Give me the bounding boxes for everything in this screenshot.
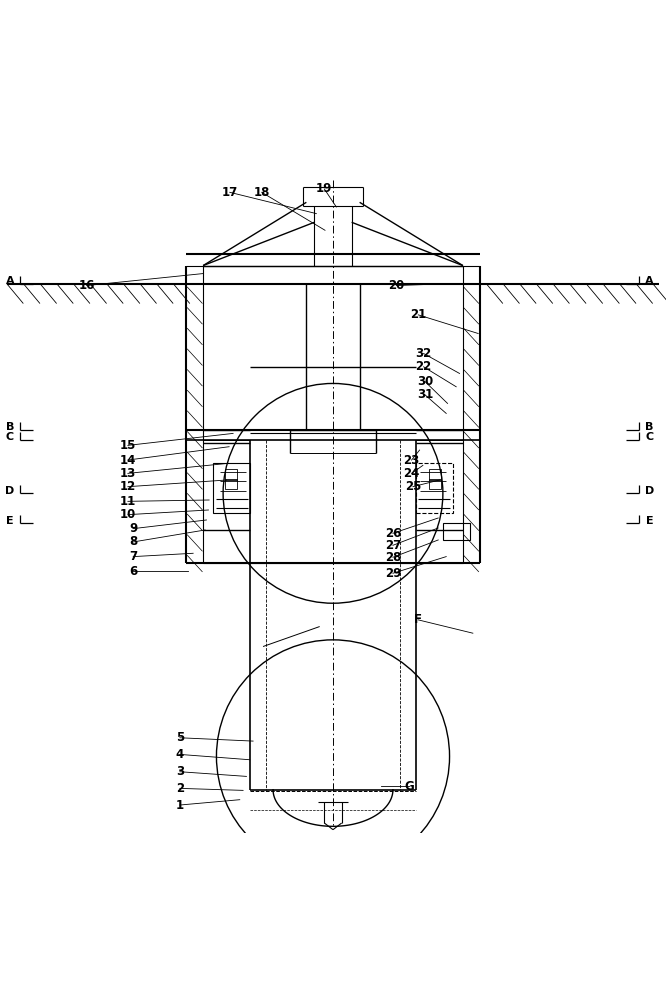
Text: A: A bbox=[645, 276, 653, 286]
Text: 27: 27 bbox=[385, 539, 401, 552]
Text: 32: 32 bbox=[416, 347, 432, 360]
Text: 5: 5 bbox=[176, 731, 184, 744]
Text: B: B bbox=[645, 422, 653, 432]
Text: 2: 2 bbox=[176, 782, 184, 795]
Bar bbox=[443, 523, 470, 540]
Bar bbox=[429, 469, 441, 480]
Text: 25: 25 bbox=[405, 480, 421, 493]
Text: 6: 6 bbox=[129, 565, 137, 578]
Bar bbox=[429, 479, 441, 489]
Text: A: A bbox=[6, 276, 14, 286]
Text: D: D bbox=[645, 486, 654, 496]
Text: F: F bbox=[414, 613, 422, 626]
Text: 3: 3 bbox=[176, 765, 184, 778]
Text: 30: 30 bbox=[417, 375, 433, 388]
Text: 13: 13 bbox=[120, 467, 136, 480]
Text: 26: 26 bbox=[385, 527, 401, 540]
Text: 15: 15 bbox=[120, 439, 136, 452]
Text: E: E bbox=[645, 516, 653, 526]
Text: 29: 29 bbox=[385, 567, 401, 580]
Text: 21: 21 bbox=[410, 308, 426, 321]
Bar bbox=[213, 463, 250, 513]
Bar bbox=[225, 469, 237, 480]
Text: 16: 16 bbox=[79, 279, 95, 292]
Text: G: G bbox=[404, 780, 414, 793]
Text: C: C bbox=[645, 432, 653, 442]
Text: 9: 9 bbox=[129, 522, 137, 535]
Text: D: D bbox=[5, 486, 15, 496]
Text: 17: 17 bbox=[222, 186, 238, 199]
Text: 10: 10 bbox=[120, 508, 136, 521]
Text: 23: 23 bbox=[404, 454, 420, 467]
Text: 28: 28 bbox=[385, 551, 401, 564]
Text: 22: 22 bbox=[416, 360, 432, 373]
Text: E: E bbox=[6, 516, 14, 526]
Text: 18: 18 bbox=[254, 186, 270, 199]
Text: 12: 12 bbox=[120, 480, 136, 493]
Text: 7: 7 bbox=[129, 550, 137, 563]
Text: C: C bbox=[6, 432, 14, 442]
Text: 24: 24 bbox=[404, 467, 420, 480]
Bar bbox=[225, 479, 237, 489]
Text: 4: 4 bbox=[176, 748, 184, 761]
Text: 11: 11 bbox=[120, 495, 136, 508]
Text: 14: 14 bbox=[120, 454, 136, 467]
Text: 1: 1 bbox=[176, 799, 184, 812]
Text: 31: 31 bbox=[417, 388, 433, 401]
Text: 20: 20 bbox=[388, 279, 404, 292]
Text: 8: 8 bbox=[129, 535, 137, 548]
Text: 19: 19 bbox=[316, 182, 332, 195]
Bar bbox=[416, 463, 453, 513]
Text: B: B bbox=[6, 422, 14, 432]
